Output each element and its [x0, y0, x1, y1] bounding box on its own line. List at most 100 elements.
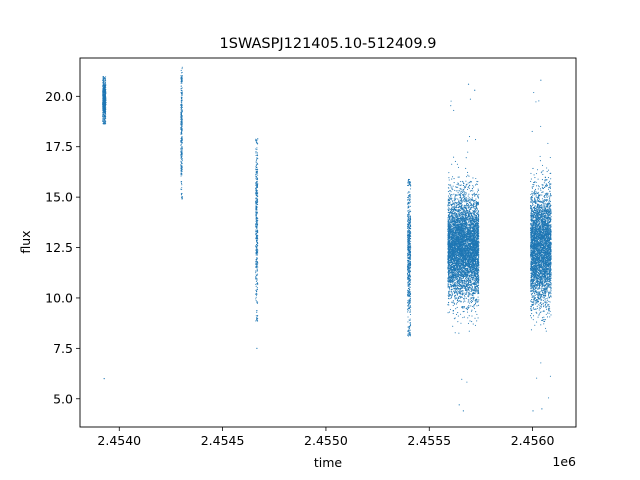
- data-point: [470, 190, 473, 192]
- data-point: [472, 177, 474, 179]
- data-point: [102, 85, 104, 88]
- data-point: [105, 105, 107, 107]
- data-point: [180, 194, 183, 196]
- data-point: [408, 295, 410, 297]
- data-point: [255, 213, 257, 215]
- data-point: [256, 269, 258, 271]
- data-point: [451, 194, 453, 196]
- data-point: [105, 107, 107, 109]
- data-point: [256, 166, 258, 168]
- data-point: [255, 183, 257, 185]
- data-point: [255, 298, 257, 300]
- data-point: [472, 185, 474, 187]
- data-point: [478, 304, 480, 306]
- data-point: [256, 178, 259, 180]
- data-point: [181, 116, 183, 118]
- data-point: [102, 104, 104, 106]
- data-point: [180, 105, 182, 107]
- data-point: [181, 166, 183, 168]
- data-point: [255, 193, 257, 195]
- data-point: [409, 322, 411, 324]
- data-point: [408, 293, 410, 295]
- data-point: [257, 263, 259, 265]
- data-point: [257, 195, 259, 197]
- data-point: [256, 287, 258, 289]
- data-point: [255, 151, 257, 153]
- data-point: [256, 221, 258, 223]
- data-point: [103, 96, 105, 98]
- data-point: [463, 310, 465, 313]
- data-point: [407, 261, 409, 263]
- data-point: [103, 101, 105, 103]
- data-point: [256, 264, 258, 266]
- data-point: [180, 82, 182, 84]
- data-point: [457, 300, 459, 302]
- data-point: [476, 274, 478, 276]
- data-point: [181, 68, 183, 70]
- data-point: [474, 193, 476, 196]
- data-point: [408, 291, 410, 293]
- data-point: [180, 144, 182, 146]
- data-point: [452, 228, 454, 230]
- data-point: [255, 224, 257, 226]
- data-point: [468, 330, 470, 332]
- data-point: [408, 301, 410, 303]
- data-point: [407, 217, 409, 219]
- data-point: [256, 152, 258, 154]
- data-point: [256, 301, 258, 303]
- data-point: [255, 285, 257, 287]
- data-point: [255, 289, 257, 291]
- data-point: [180, 167, 182, 169]
- data-point: [180, 99, 182, 101]
- data-point: [256, 140, 258, 142]
- data-point: [410, 306, 412, 308]
- data-point: [255, 260, 257, 262]
- data-point: [257, 248, 259, 250]
- data-point: [459, 181, 461, 183]
- data-point: [407, 237, 410, 239]
- data-point: [407, 335, 410, 337]
- data-point: [408, 288, 410, 290]
- data-point: [181, 109, 183, 111]
- data-point: [463, 192, 466, 194]
- data-point: [409, 319, 411, 322]
- data-point: [409, 332, 412, 334]
- data-point: [409, 309, 411, 311]
- data-point: [181, 174, 183, 176]
- data-point: [407, 182, 409, 184]
- data-point: [408, 180, 410, 182]
- data-point: [459, 281, 461, 284]
- data-point: [256, 187, 259, 189]
- data-point: [409, 224, 412, 227]
- data-point: [256, 197, 258, 200]
- data-point: [181, 133, 183, 135]
- data-point: [181, 146, 183, 148]
- data-point: [448, 274, 450, 276]
- data-point: [408, 302, 410, 304]
- data-point: [408, 257, 410, 259]
- data-point: [181, 142, 183, 144]
- data-point: [455, 245, 457, 247]
- data-point: [409, 263, 411, 265]
- data-point: [255, 300, 257, 302]
- data-point: [256, 239, 258, 241]
- data-point: [478, 257, 480, 259]
- data-point: [467, 205, 469, 207]
- data-point: [407, 224, 410, 226]
- data-point: [456, 306, 458, 309]
- data-point: [447, 191, 449, 193]
- data-point: [463, 292, 465, 294]
- data-point: [454, 332, 456, 334]
- data-point: [102, 108, 105, 110]
- data-point: [409, 271, 412, 273]
- data-point: [181, 141, 183, 143]
- data-point: [454, 189, 456, 191]
- data-point: [407, 300, 409, 302]
- data-point: [180, 171, 182, 173]
- data-point: [407, 234, 409, 236]
- data-point: [468, 175, 470, 177]
- data-point: [408, 328, 410, 330]
- data-point: [180, 140, 182, 142]
- data-point: [181, 182, 183, 184]
- data-point: [407, 285, 409, 287]
